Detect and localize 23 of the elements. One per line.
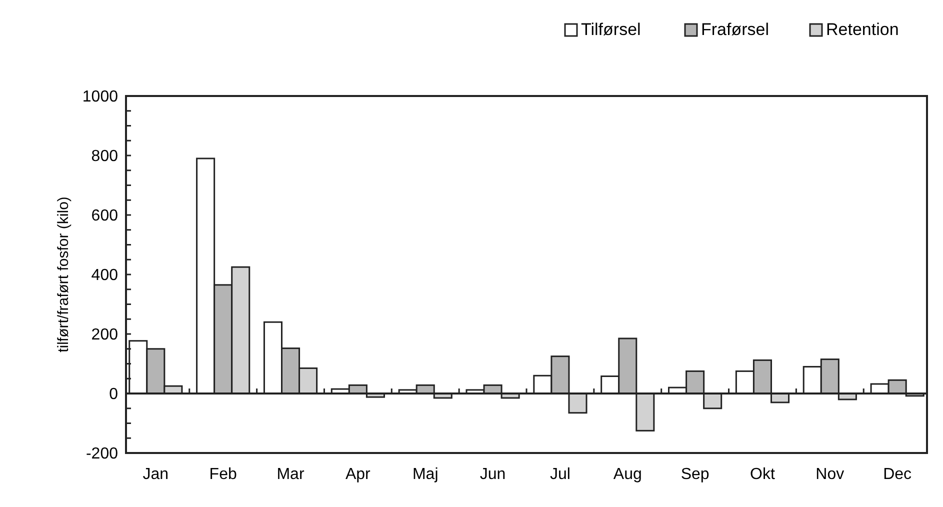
x-tick-label: Jan [142,466,169,483]
x-tick-label: Jun [480,466,506,483]
legend-label: Retention [826,20,899,39]
x-tick-label: Sep [680,466,710,483]
y-tick-label: 1000 [82,88,118,106]
x-tick-label: Mar [276,466,305,483]
x-tick-label: Feb [209,466,237,483]
x-tick-label: Jul [550,466,570,483]
x-tick-label: Dec [883,466,912,483]
x-tick-label: Okt [750,466,776,483]
legend-label: Tilførsel [581,20,641,39]
legend-label: Fraførsel [701,20,769,39]
y-tick-label: 200 [91,326,118,344]
x-tick-label: Nov [816,466,844,483]
y-tick-label: 600 [91,208,118,225]
x-tick-label: Maj [412,466,438,483]
y-tick-label: 800 [91,148,118,166]
y-axis-title: tilført/fraført fosfor (kilo) [55,196,72,352]
y-tick-label: 0 [109,386,118,404]
x-tick-label: Apr [345,466,372,483]
y-tick-label: -200 [86,446,118,463]
y-tick-label: 400 [91,267,118,284]
x-tick-label: Aug [613,466,642,483]
